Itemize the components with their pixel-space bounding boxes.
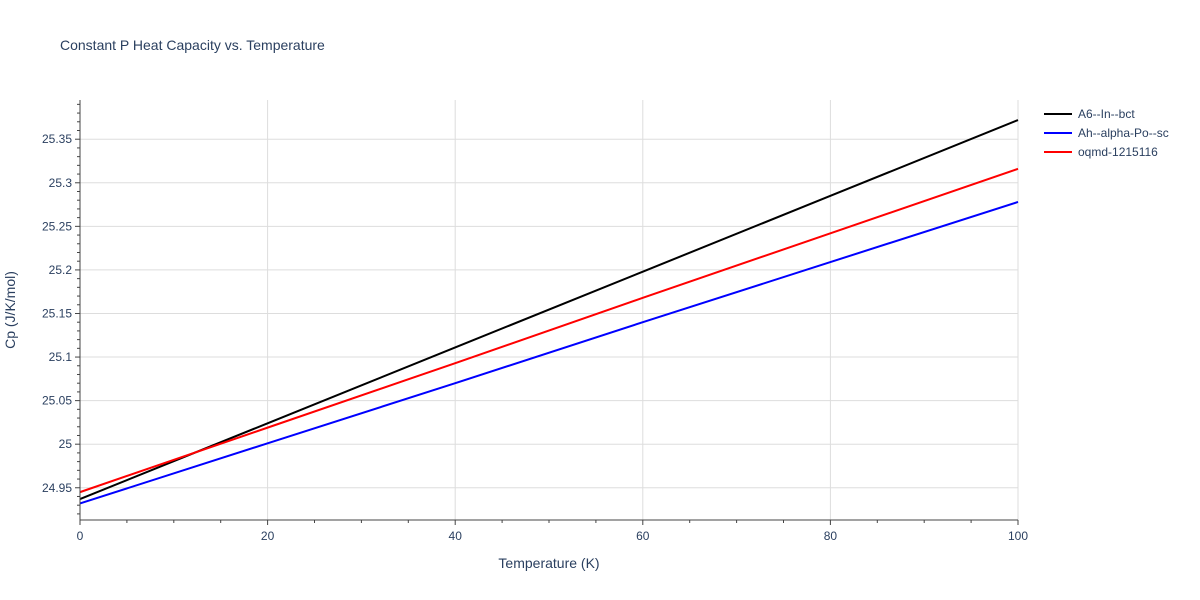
y-tick-label: 25.2 — [49, 263, 73, 277]
legend-label: Ah--alpha-Po--sc — [1078, 126, 1169, 140]
y-tick-label: 25.1 — [49, 350, 73, 364]
y-tick-label: 24.95 — [42, 481, 72, 495]
x-tick-label: 40 — [449, 529, 463, 543]
legend-item[interactable]: Ah--alpha-Po--sc — [1044, 126, 1169, 140]
y-axis-title: Cp (J/K/mol) — [2, 271, 18, 349]
y-tick-label: 25.3 — [49, 176, 73, 190]
legend-label: oqmd-1215116 — [1078, 145, 1158, 159]
y-tick-label: 25.35 — [42, 132, 72, 146]
y-tick-label: 25.25 — [42, 219, 72, 233]
series-line — [79, 119, 1019, 501]
x-tick-label: 0 — [77, 529, 84, 543]
x-tick-label: 100 — [1008, 529, 1028, 543]
series-line — [79, 200, 1019, 505]
y-tick-label: 25 — [59, 437, 73, 451]
x-tick-label: 80 — [824, 529, 838, 543]
x-tick-label: 60 — [636, 529, 650, 543]
y-tick-label: 25.15 — [42, 306, 72, 320]
legend-item[interactable]: A6--In--bct — [1044, 107, 1135, 121]
y-tick-label: 25.05 — [42, 394, 72, 408]
legend-item[interactable]: oqmd-1215116 — [1044, 145, 1158, 159]
chart-title: Constant P Heat Capacity vs. Temperature — [60, 37, 325, 53]
series-layer — [79, 119, 1019, 505]
series-line — [79, 167, 1019, 494]
legend[interactable]: A6--In--bct Ah--alpha-Po--sc oqmd-1215116 — [1044, 107, 1169, 159]
axes: 0 20 40 60 80 100 24.95 25 25.05 25.1 25.15 25.2 25.… — [42, 100, 1028, 543]
x-axis-title: Temperature (K) — [498, 555, 599, 571]
legend-label: A6--In--bct — [1078, 107, 1135, 121]
x-tick-label: 20 — [261, 529, 275, 543]
